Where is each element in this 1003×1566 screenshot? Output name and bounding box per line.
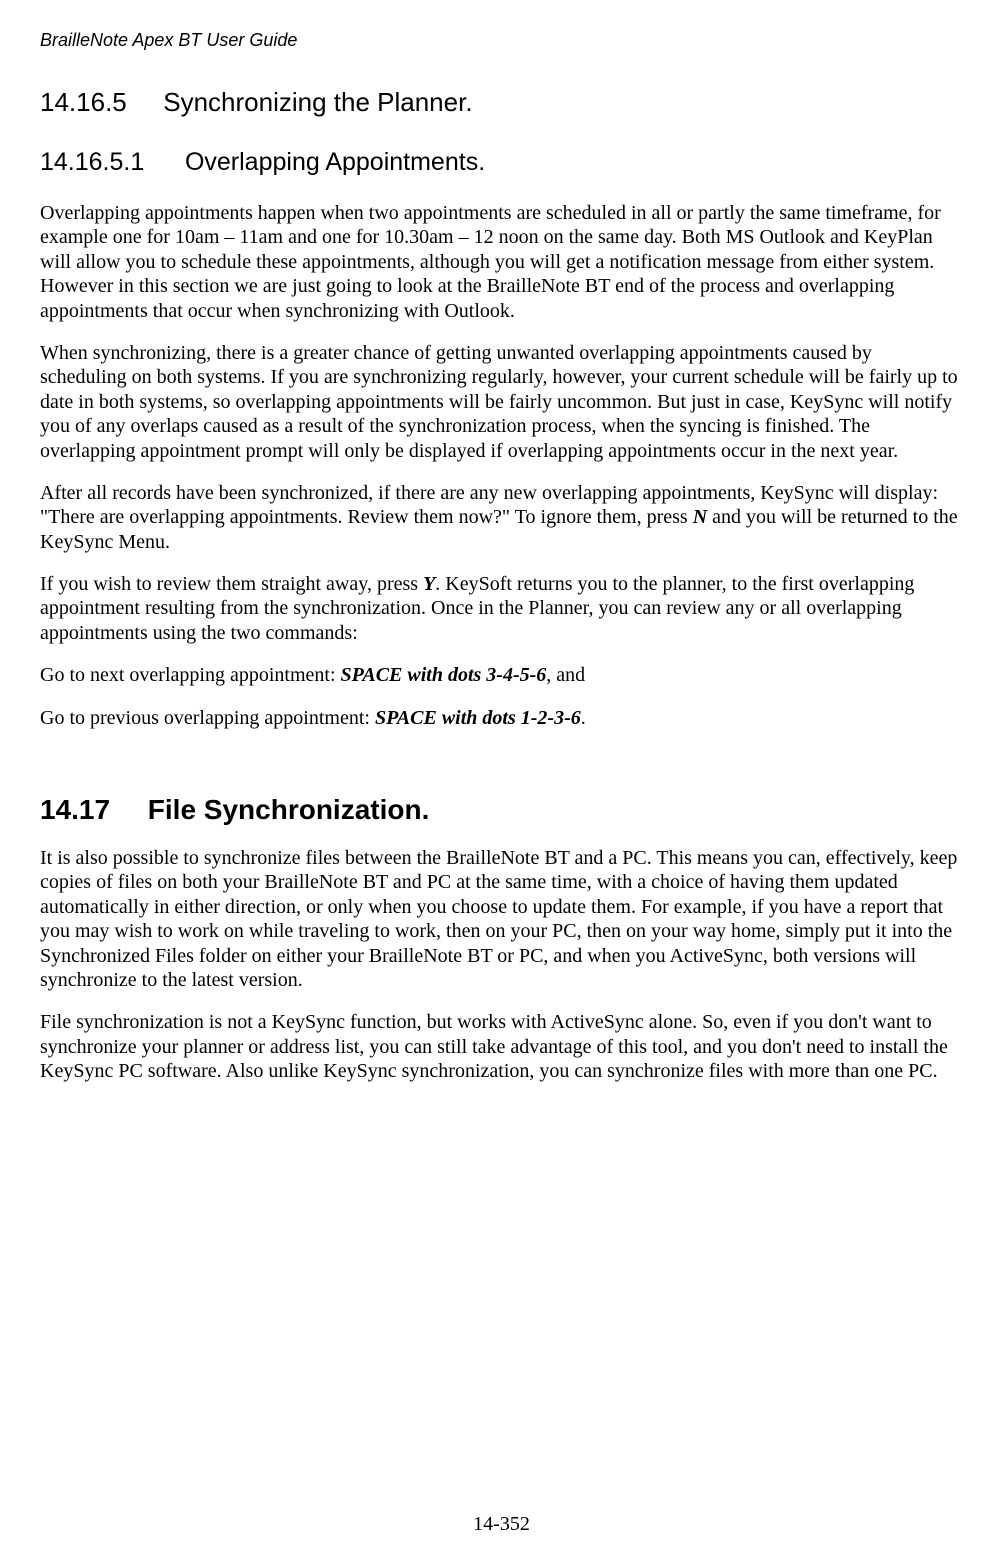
section-number: 14.16.5 xyxy=(40,87,156,118)
heading-14-16-5-1: 14.16.5.1 Overlapping Appointments. xyxy=(40,148,963,177)
key-press: N xyxy=(693,506,707,528)
running-header: BrailleNote Apex BT User Guide xyxy=(40,30,963,51)
section-number: 14.17 xyxy=(40,794,140,826)
section-number: 14.16.5.1 xyxy=(40,148,178,177)
body-paragraph: Overlapping appointments happen when two… xyxy=(40,201,963,323)
body-paragraph: File synchronization is not a KeySync fu… xyxy=(40,1010,963,1083)
body-paragraph: Go to next overlapping appointment: SPAC… xyxy=(40,663,963,687)
command: SPACE with dots 1-2-3-6 xyxy=(375,707,581,729)
page-footer: 14-352 xyxy=(0,1513,1003,1536)
heading-14-17: 14.17 File Synchronization. xyxy=(40,794,963,826)
body-paragraph: After all records have been synchronized… xyxy=(40,481,963,554)
section-title: Overlapping Appointments. xyxy=(185,148,485,176)
heading-14-16-5: 14.16.5 Synchronizing the Planner. xyxy=(40,87,963,118)
body-paragraph: If you wish to review them straight away… xyxy=(40,572,963,645)
body-paragraph: When synchronizing, there is a greater c… xyxy=(40,341,963,463)
text-run: Go to previous overlapping appointment: xyxy=(40,707,375,729)
doc-title: BrailleNote Apex BT User Guide xyxy=(40,30,297,50)
body-paragraph: Go to previous overlapping appointment: … xyxy=(40,706,963,730)
page: BrailleNote Apex BT User Guide 14.16.5 S… xyxy=(0,0,1003,1566)
page-number: 14-352 xyxy=(473,1513,530,1535)
text-run: , and xyxy=(546,664,585,686)
section-title: Synchronizing the Planner. xyxy=(163,87,472,117)
text-run: Go to next overlapping appointment: xyxy=(40,664,341,686)
section-title: File Synchronization. xyxy=(148,794,430,825)
command: SPACE with dots 3-4-5-6 xyxy=(341,664,547,686)
text-run: . xyxy=(581,707,586,729)
text-run: If you wish to review them straight away… xyxy=(40,573,423,595)
key-press: Y xyxy=(423,573,435,595)
body-paragraph: It is also possible to synchronize files… xyxy=(40,846,963,992)
